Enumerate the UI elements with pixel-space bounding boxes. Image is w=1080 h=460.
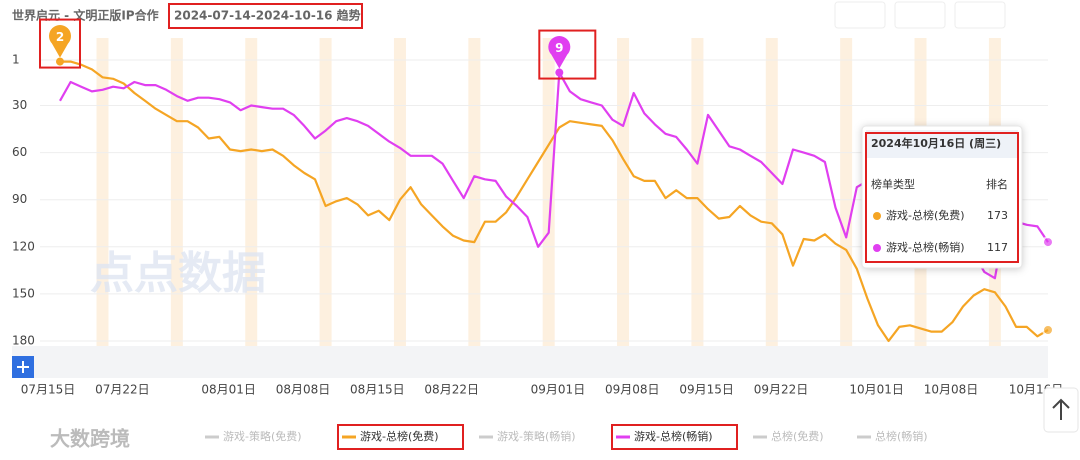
x-tick-label: 08月15日 <box>350 383 405 397</box>
x-tick-label: 09月08日 <box>605 383 660 397</box>
weekend-band <box>617 38 630 346</box>
x-tick-label: 09月01日 <box>531 383 586 397</box>
y-tick-label: 150 <box>12 286 35 300</box>
legend: 游戏-策略(免费) 游戏-总榜(免费) 游戏-策略(畅销) 游戏-总榜(畅销) 总榜(免… <box>205 424 928 450</box>
pin-label: 2 <box>56 30 64 44</box>
weekend-band <box>393 38 406 346</box>
y-tick-label: 60 <box>12 145 27 159</box>
tooltip-value: 173 <box>987 209 1008 222</box>
x-tick-label: 08月22日 <box>424 383 479 397</box>
weekend-band <box>96 38 109 346</box>
x-tick-label: 10月01日 <box>849 383 904 397</box>
x-tick-label: 09月22日 <box>754 383 809 397</box>
legend-label: 总榜(畅销) <box>875 429 928 443</box>
legend-label: 游戏-策略(免费) <box>223 429 302 443</box>
y-tick-label: 1 <box>12 53 20 67</box>
x-tick-label: 09月15日 <box>679 383 734 397</box>
zoom-slider[interactable] <box>12 346 1048 378</box>
weekend-band <box>765 38 778 346</box>
weekend-band <box>319 38 332 346</box>
tooltip-header <box>866 130 1018 158</box>
x-axis: 07月15日 07月22日 08月01日 08月08日 08月15日 08月22日 09月0… <box>21 383 1064 397</box>
tooltip-box <box>861 125 1023 269</box>
chart-subtitle: 2024-07-14-2024-10-16 趋势 <box>174 8 361 23</box>
pin <box>548 36 571 69</box>
chart-title: 世界启元 - 文明正版IP合作 <box>12 8 159 23</box>
weekend-band <box>170 38 183 346</box>
tooltip-date: 2024年10月16日 (周三) <box>871 136 1001 150</box>
pin-point <box>56 57 64 66</box>
highlight-box <box>168 3 363 29</box>
add-icon <box>17 361 29 373</box>
y-tick-label: 120 <box>12 239 35 253</box>
legend-label: 游戏-策略(畅销) <box>497 429 576 443</box>
weekend-band <box>542 38 555 346</box>
weekend-band <box>245 38 258 346</box>
tooltip-col: 榜单类型 <box>871 177 915 191</box>
x-tick-label: 08月01日 <box>201 383 256 397</box>
tooltip-swatch <box>873 244 881 252</box>
legend-label: 总榜(免费) <box>771 429 824 443</box>
x-tick-label: 08月08日 <box>276 383 331 397</box>
y-tick-label: 180 <box>12 334 35 348</box>
highlight-box <box>538 29 597 80</box>
toolbar-button[interactable] <box>954 1 1006 29</box>
tooltip-value: 117 <box>987 241 1008 254</box>
highlight-box <box>39 18 81 69</box>
legend-label: 游戏-总榜(免费) <box>360 429 439 443</box>
end-point <box>1042 324 1054 337</box>
x-tick-label: 07月15日 <box>21 383 76 397</box>
highlight-box <box>337 424 464 450</box>
watermark: 点点数据 <box>90 248 266 299</box>
legend-label: 游戏-总榜(畅销) <box>634 429 713 443</box>
toolbar-button[interactable] <box>894 1 946 29</box>
pin-point <box>555 68 564 77</box>
toolbar-button[interactable] <box>834 1 886 29</box>
y-tick-label: 90 <box>12 192 27 206</box>
watermark: 大数跨境 <box>50 427 130 451</box>
highlight-box <box>865 132 1019 263</box>
toolbar <box>834 1 1006 29</box>
tooltip-series: 游戏-总榜(免费) <box>886 208 965 222</box>
end-point <box>1042 236 1054 249</box>
highlight-box <box>611 424 738 450</box>
pin-label: 9 <box>555 41 563 55</box>
tooltip-swatch <box>873 212 881 220</box>
tooltip-series: 游戏-总榜(畅销) <box>886 240 965 254</box>
weekend-band <box>840 38 853 346</box>
pin <box>49 25 71 58</box>
weekend-band <box>691 38 704 346</box>
tooltip-col: 排名 <box>986 177 1008 191</box>
x-tick-label: 07月22日 <box>95 383 150 397</box>
tooltip: 2024年10月16日 (周三) 榜单类型 排名 游戏-总榜(免费) 173 游… <box>861 125 1023 269</box>
plot: 29 <box>39 18 1054 343</box>
arrow-icon <box>1052 398 1070 420</box>
y-tick-label: 30 <box>12 98 27 112</box>
x-tick-label: 10月08日 <box>924 383 979 397</box>
weekend-band <box>468 38 481 346</box>
